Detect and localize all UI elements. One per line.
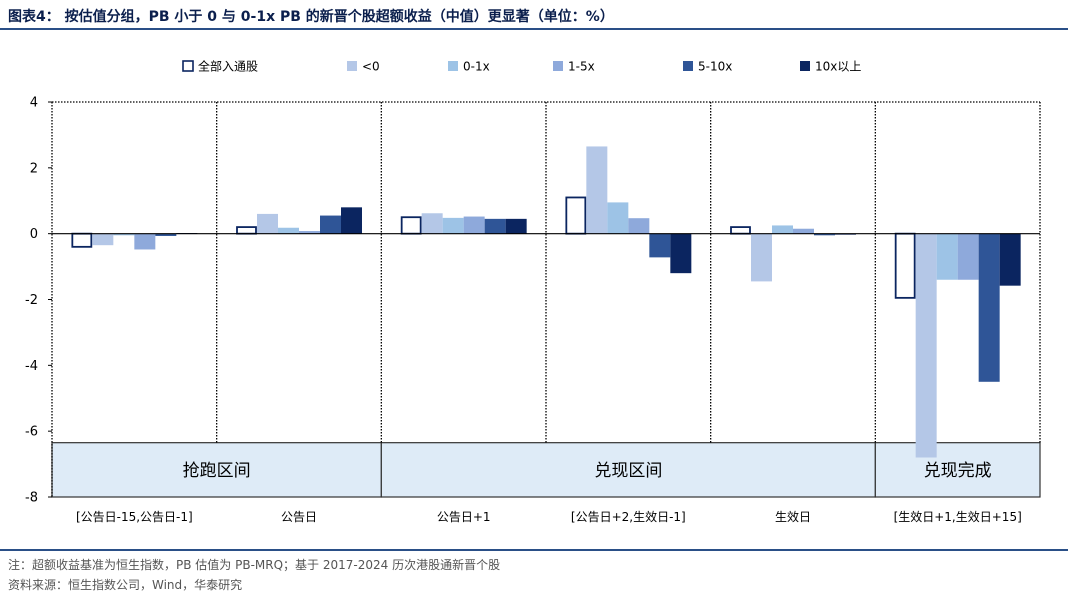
bar-5-1 (915, 233, 937, 458)
footer-rule (0, 549, 1068, 551)
bar-4-1 (751, 233, 772, 282)
footnote: 注：超额收益基准为恒生指数，PB 估值为 PB-MRQ；基于 2017-2024… (8, 558, 501, 572)
phase-box-0 (51, 442, 382, 498)
bars (71, 146, 1021, 458)
bar-5-0 (894, 232, 916, 299)
bar-0-1 (92, 233, 114, 246)
bar-2-2 (442, 217, 464, 234)
bar-0-3 (134, 233, 156, 250)
y-tick-label-1: 2 (30, 161, 38, 176)
bar-1-3 (299, 231, 320, 234)
bar-4-3 (793, 228, 814, 234)
x-tick-label-5: [生效日+1,生效日+15] (894, 509, 1022, 524)
bar-3-2 (607, 202, 629, 234)
legend-label-4: 5-10x (698, 60, 732, 74)
bar-5-2 (936, 233, 958, 280)
bar-3-4 (649, 233, 671, 258)
legend-swatch-1 (347, 61, 357, 71)
legend-label-2: 0-1x (463, 60, 490, 74)
bar-2-3 (463, 216, 485, 234)
legend-label-3: 1-5x (568, 60, 595, 74)
bar-2-4 (484, 218, 506, 234)
chart-title: 图表4： 按估值分组，PB 小于 0 与 0-1x PB 的新晋个股超额收益（中… (8, 9, 614, 25)
phase-label-2: 兑现完成 (924, 461, 992, 481)
x-tick-label-0: [公告日-15,公告日-1] (76, 510, 193, 524)
x-tick-label-1: 公告日 (281, 510, 317, 524)
x-tick-label-4: 生效日 (775, 509, 811, 524)
phase-box-2 (874, 442, 1041, 498)
legend-swatch-4 (683, 61, 693, 71)
x-tick-label-2: 公告日+1 (437, 510, 491, 524)
bar-3-3 (628, 218, 650, 234)
bar-4-2 (772, 225, 793, 234)
y-tick-label-6: -8 (25, 491, 38, 506)
x-tick-label-3: [公告日+2,生效日-1] (571, 509, 686, 524)
y-tick-label-4: -4 (25, 359, 38, 374)
header-rule (0, 28, 1068, 30)
phase-label-1: 兑现区间 (594, 461, 662, 481)
legend-swatch-0 (182, 60, 194, 72)
bar-1-1 (257, 213, 278, 234)
bar-3-0 (565, 196, 587, 235)
legend: 全部入通股 <0 0-1x 1-5x 5-10x 10x以上 (182, 59, 861, 74)
phase-label-0: 抢跑区间 (183, 461, 251, 481)
bar-5-3 (957, 233, 979, 280)
bar-chart: 全部入通股 <0 0-1x 1-5x 5-10x 10x以上 抢跑区间 兑现区间 兑现完成 4… (25, 59, 1041, 524)
y-tick-label-5: -6 (25, 425, 38, 440)
phase-box-1 (380, 442, 876, 498)
y-tick-label-3: -2 (25, 293, 38, 308)
bar-1-2 (278, 227, 299, 234)
y-tick-label-2: 0 (30, 227, 38, 242)
bar-2-0 (400, 216, 422, 235)
bar-3-1 (586, 146, 608, 234)
legend-swatch-3 (553, 61, 563, 71)
bar-0-2 (113, 233, 135, 236)
y-tick-label-0: 4 (30, 96, 38, 111)
legend-swatch-2 (448, 61, 458, 71)
bar-1-0 (236, 226, 257, 235)
bar-5-5 (999, 233, 1021, 286)
bar-1-5 (341, 207, 362, 234)
bar-2-1 (421, 213, 443, 234)
phase-boxes: 抢跑区间 兑现区间 兑现完成 (51, 442, 1041, 498)
bar-1-4 (320, 215, 341, 234)
bar-0-4 (155, 233, 177, 236)
axes: 4 2 0 -2 -4 -6 -8 [公告日-15,公告日-1] 公告日 公告日+1 [公告日+2,… (25, 96, 1041, 524)
legend-label-0: 全部入通股 (198, 59, 258, 74)
legend-swatch-5 (800, 61, 810, 71)
bar-4-4 (814, 233, 835, 236)
legend-label-5: 10x以上 (815, 60, 861, 74)
bar-5-4 (978, 233, 1000, 382)
bar-4-0 (730, 226, 751, 235)
bar-3-5 (670, 233, 692, 274)
bar-0-0 (71, 232, 93, 248)
legend-label-1: <0 (362, 60, 380, 74)
source-note: 资料来源：恒生指数公司，Wind，华泰研究 (8, 578, 243, 592)
bar-2-5 (505, 218, 527, 234)
